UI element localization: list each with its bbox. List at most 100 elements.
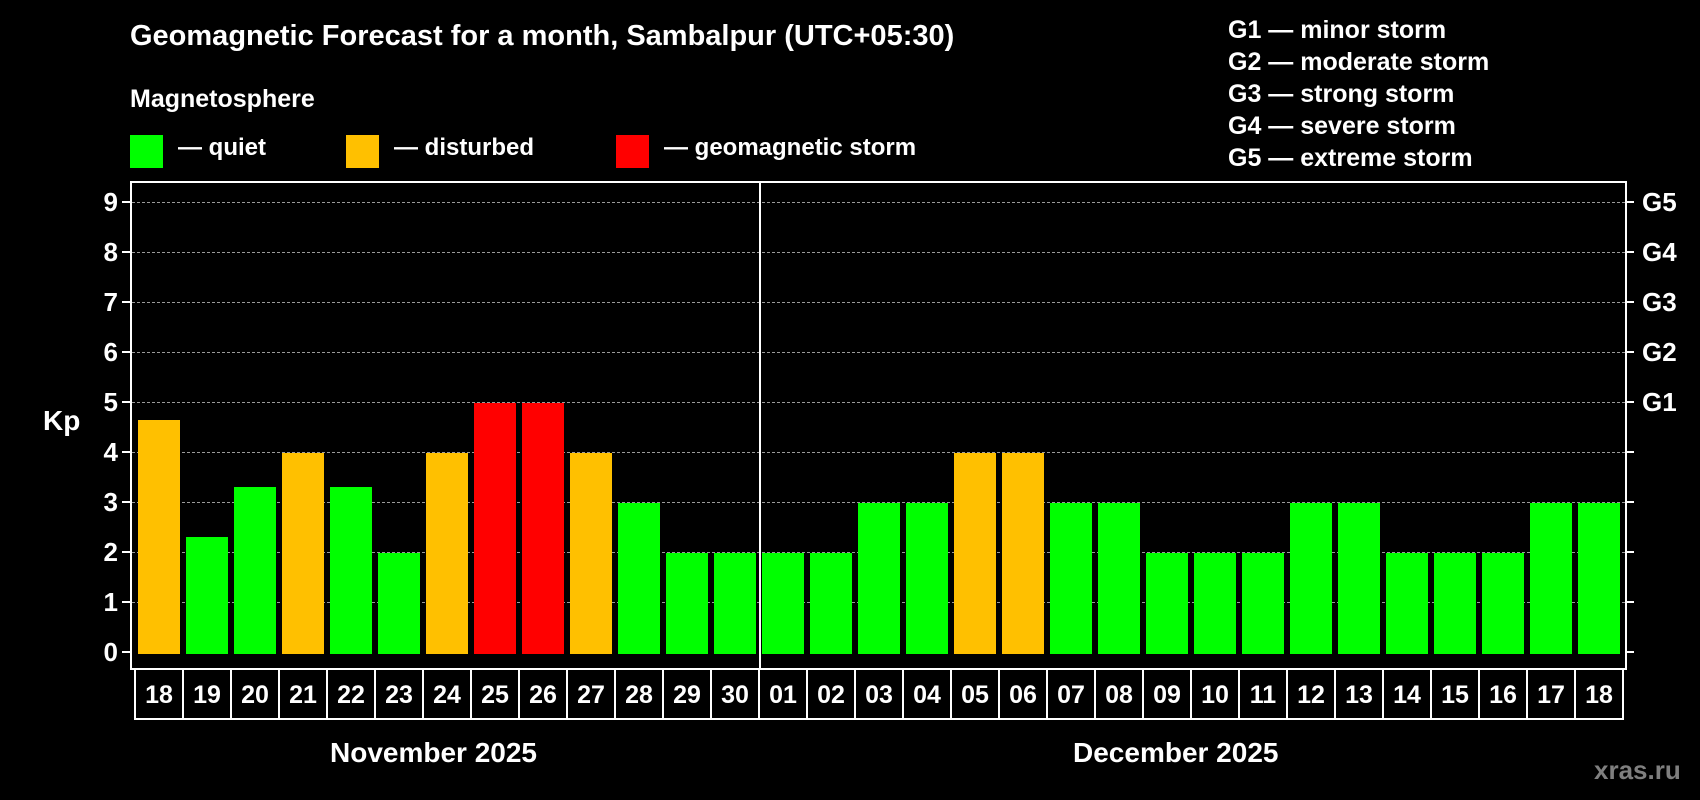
right-tick	[1625, 451, 1634, 453]
y-tick	[122, 451, 131, 453]
kp-bar	[474, 403, 516, 654]
gridline	[132, 402, 1625, 403]
g3-description: G3 — strong storm	[1228, 80, 1455, 108]
legend-storm-label: — geomagnetic storm	[664, 134, 917, 161]
g-level-label: G5	[1642, 187, 1677, 217]
date-label: 14	[1384, 670, 1432, 718]
g-level-label: G2	[1642, 337, 1677, 367]
date-label: 11	[1240, 670, 1288, 718]
right-tick	[1625, 351, 1634, 353]
kp-bar	[954, 453, 996, 654]
date-label: 13	[1336, 670, 1384, 718]
y-tick-label: 6	[103, 337, 118, 367]
g-level-label: G3	[1642, 287, 1677, 317]
kp-bar	[138, 419, 180, 654]
plot-area	[130, 181, 1627, 670]
date-label: 18	[1576, 670, 1624, 718]
kp-bar	[762, 553, 804, 654]
kp-bar	[1098, 503, 1140, 654]
kp-bar	[282, 453, 324, 654]
g4-description: G4 — severe storm	[1228, 112, 1456, 140]
date-label: 20	[232, 670, 280, 718]
right-tick	[1625, 401, 1634, 403]
y-tick	[122, 401, 131, 403]
date-label: 02	[808, 670, 856, 718]
gridline	[132, 452, 1625, 453]
legend-disturbed: — disturbed	[346, 134, 534, 168]
kp-bar	[714, 553, 756, 654]
month-divider	[759, 183, 761, 668]
kp-bar	[378, 553, 420, 654]
gridline	[132, 252, 1625, 253]
g5-description: G5 — extreme storm	[1228, 144, 1473, 172]
y-tick	[122, 651, 131, 653]
y-tick	[122, 501, 131, 503]
kp-bar	[810, 553, 852, 654]
kp-bar	[1338, 503, 1380, 654]
gridline	[132, 502, 1625, 503]
kp-bar	[1482, 553, 1524, 654]
date-label: 04	[904, 670, 952, 718]
date-label: 15	[1432, 670, 1480, 718]
y-tick-label: 4	[103, 437, 118, 467]
date-label: 07	[1048, 670, 1096, 718]
kp-bar	[426, 453, 468, 654]
y-tick-label: 2	[103, 537, 118, 567]
kp-bar	[186, 536, 228, 654]
kp-bar	[234, 486, 276, 654]
kp-bar	[1530, 503, 1572, 654]
date-label: 25	[472, 670, 520, 718]
y-axis-label: Kp	[43, 405, 81, 436]
y-tick	[122, 201, 131, 203]
kp-bar	[618, 503, 660, 654]
disturbed-swatch	[346, 135, 379, 168]
g-level-label: G4	[1642, 237, 1677, 267]
date-label: 18	[136, 670, 184, 718]
right-tick	[1625, 651, 1634, 653]
y-tick	[122, 601, 131, 603]
gridline	[132, 302, 1625, 303]
right-tick	[1625, 501, 1634, 503]
y-tick-label: 8	[103, 237, 118, 267]
date-label: 17	[1528, 670, 1576, 718]
date-label: 08	[1096, 670, 1144, 718]
kp-bar	[1386, 553, 1428, 654]
g-scale-legend: G1 — minor storm G2 — moderate storm G3 …	[1228, 14, 1489, 174]
y-tick-label: 0	[103, 637, 118, 667]
kp-bar	[1290, 503, 1332, 654]
y-tick	[122, 251, 131, 253]
kp-bar	[1242, 553, 1284, 654]
date-label: 16	[1480, 670, 1528, 718]
y-tick-label: 7	[103, 287, 118, 317]
kp-bar	[1050, 503, 1092, 654]
date-label: 21	[280, 670, 328, 718]
watermark: xras.ru	[1594, 755, 1681, 785]
date-label: 22	[328, 670, 376, 718]
date-label: 12	[1288, 670, 1336, 718]
y-tick-label: 3	[103, 487, 118, 517]
right-tick	[1625, 551, 1634, 553]
storm-swatch	[616, 135, 649, 168]
y-tick	[122, 551, 131, 553]
right-tick	[1625, 251, 1634, 253]
month-label-december: December 2025	[1073, 737, 1279, 768]
date-label: 27	[568, 670, 616, 718]
month-label-november: November 2025	[330, 737, 538, 768]
date-label: 01	[760, 670, 808, 718]
kp-bar	[1002, 453, 1044, 654]
date-label: 23	[376, 670, 424, 718]
kp-bar	[522, 403, 564, 654]
date-label: 26	[520, 670, 568, 718]
g1-description: G1 — minor storm	[1228, 16, 1447, 44]
g-level-label: G1	[1642, 387, 1677, 417]
date-label: 19	[184, 670, 232, 718]
legend-quiet: — quiet	[130, 134, 266, 168]
kp-bar	[1194, 553, 1236, 654]
gridline	[132, 352, 1625, 353]
right-tick	[1625, 601, 1634, 603]
legend-quiet-label: — quiet	[178, 134, 266, 161]
kp-bar	[570, 453, 612, 654]
kp-bar	[1578, 503, 1620, 654]
date-label: 06	[1000, 670, 1048, 718]
right-tick	[1625, 301, 1634, 303]
